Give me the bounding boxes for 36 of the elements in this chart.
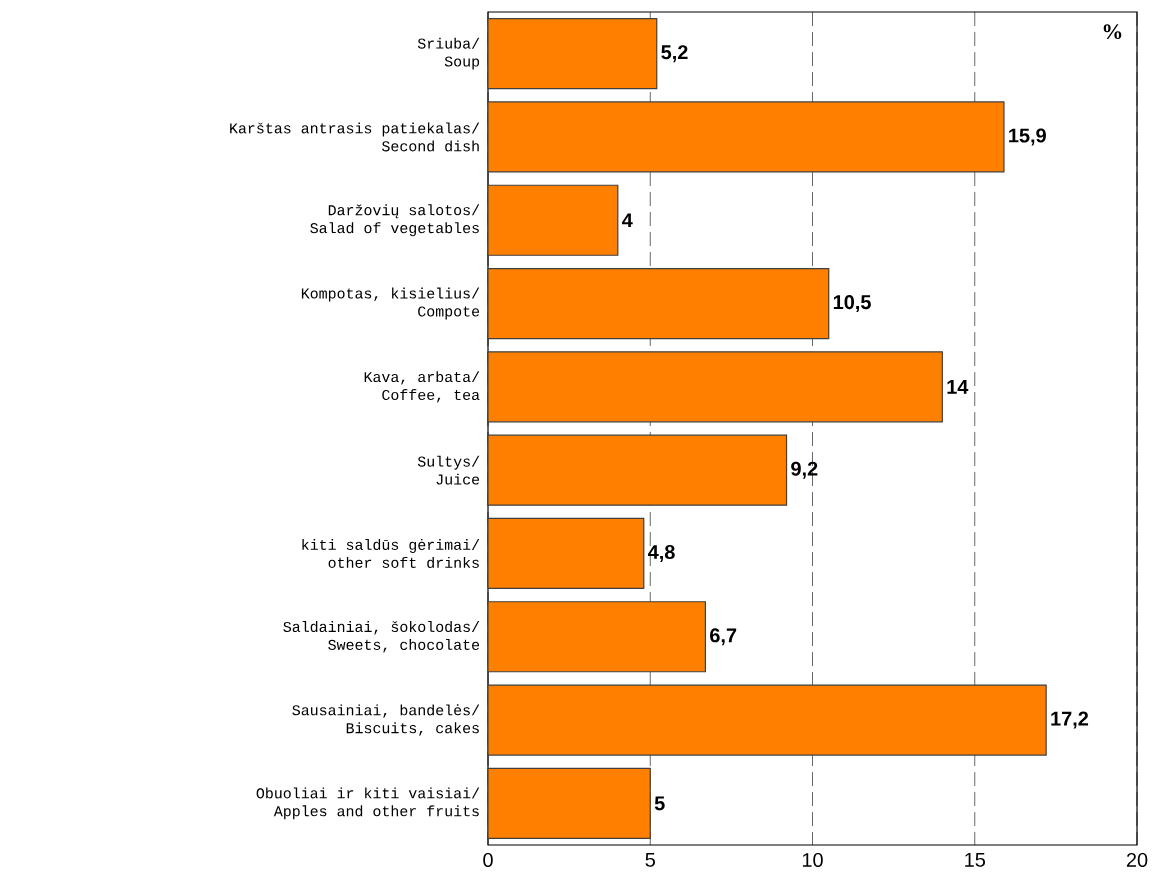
data-label: 5 xyxy=(654,796,665,811)
data-label: 14 xyxy=(947,380,969,394)
data-label: 9,2 xyxy=(791,461,818,479)
bar xyxy=(487,18,658,90)
y-tick-label: Saldainiai, šokolodas/ Sweets, chocolate xyxy=(283,621,480,653)
data-label: 17,2 xyxy=(1051,711,1089,729)
data-label: 6,7 xyxy=(710,628,737,646)
bar xyxy=(487,767,651,839)
bar xyxy=(487,434,788,506)
x-tick-label: 5 xyxy=(645,852,655,867)
bar xyxy=(487,601,707,673)
bar xyxy=(487,184,619,256)
bar xyxy=(487,684,1047,756)
y-tick-label: Karštas antrasis patiekalas/ Second dish xyxy=(230,122,480,152)
bar xyxy=(487,101,1005,173)
data-label: 5,2 xyxy=(661,45,688,63)
y-tick-label: Sriuba/ Soup xyxy=(417,37,480,70)
annotation: % xyxy=(1103,24,1122,40)
x-tick-label: 20 xyxy=(1126,852,1148,868)
y-tick-label: Sultys/ Juice xyxy=(417,455,480,485)
x-tick-label: 15 xyxy=(965,852,985,867)
x-tick-label: 0 xyxy=(483,852,493,868)
x-tick-label: 10 xyxy=(802,852,823,868)
y-tick-label: Kompotas, kisielius/ Compote xyxy=(301,287,480,320)
y-tick-label: Daržovių salotos/ Salad of vegetables xyxy=(310,204,480,237)
y-tick-label: Sausainiai, bandelės/ Biscuits, cakes xyxy=(292,704,480,736)
data-label: 15,9 xyxy=(1009,128,1046,146)
data-label: 4 xyxy=(622,213,633,228)
y-tick-label: Kava, arbata/ Coffee, tea xyxy=(364,371,480,403)
y-tick-label: kiti saldūs gėrimai/ other soft drinks xyxy=(302,538,480,568)
bar xyxy=(487,517,645,590)
bar xyxy=(487,267,830,340)
y-tick-label: Obuoliai ir kiti vaisiai/ Apples and other fruits xyxy=(256,787,480,820)
data-label: 4,8 xyxy=(647,544,675,562)
bar xyxy=(487,351,943,423)
data-label: 10,5 xyxy=(833,295,871,313)
